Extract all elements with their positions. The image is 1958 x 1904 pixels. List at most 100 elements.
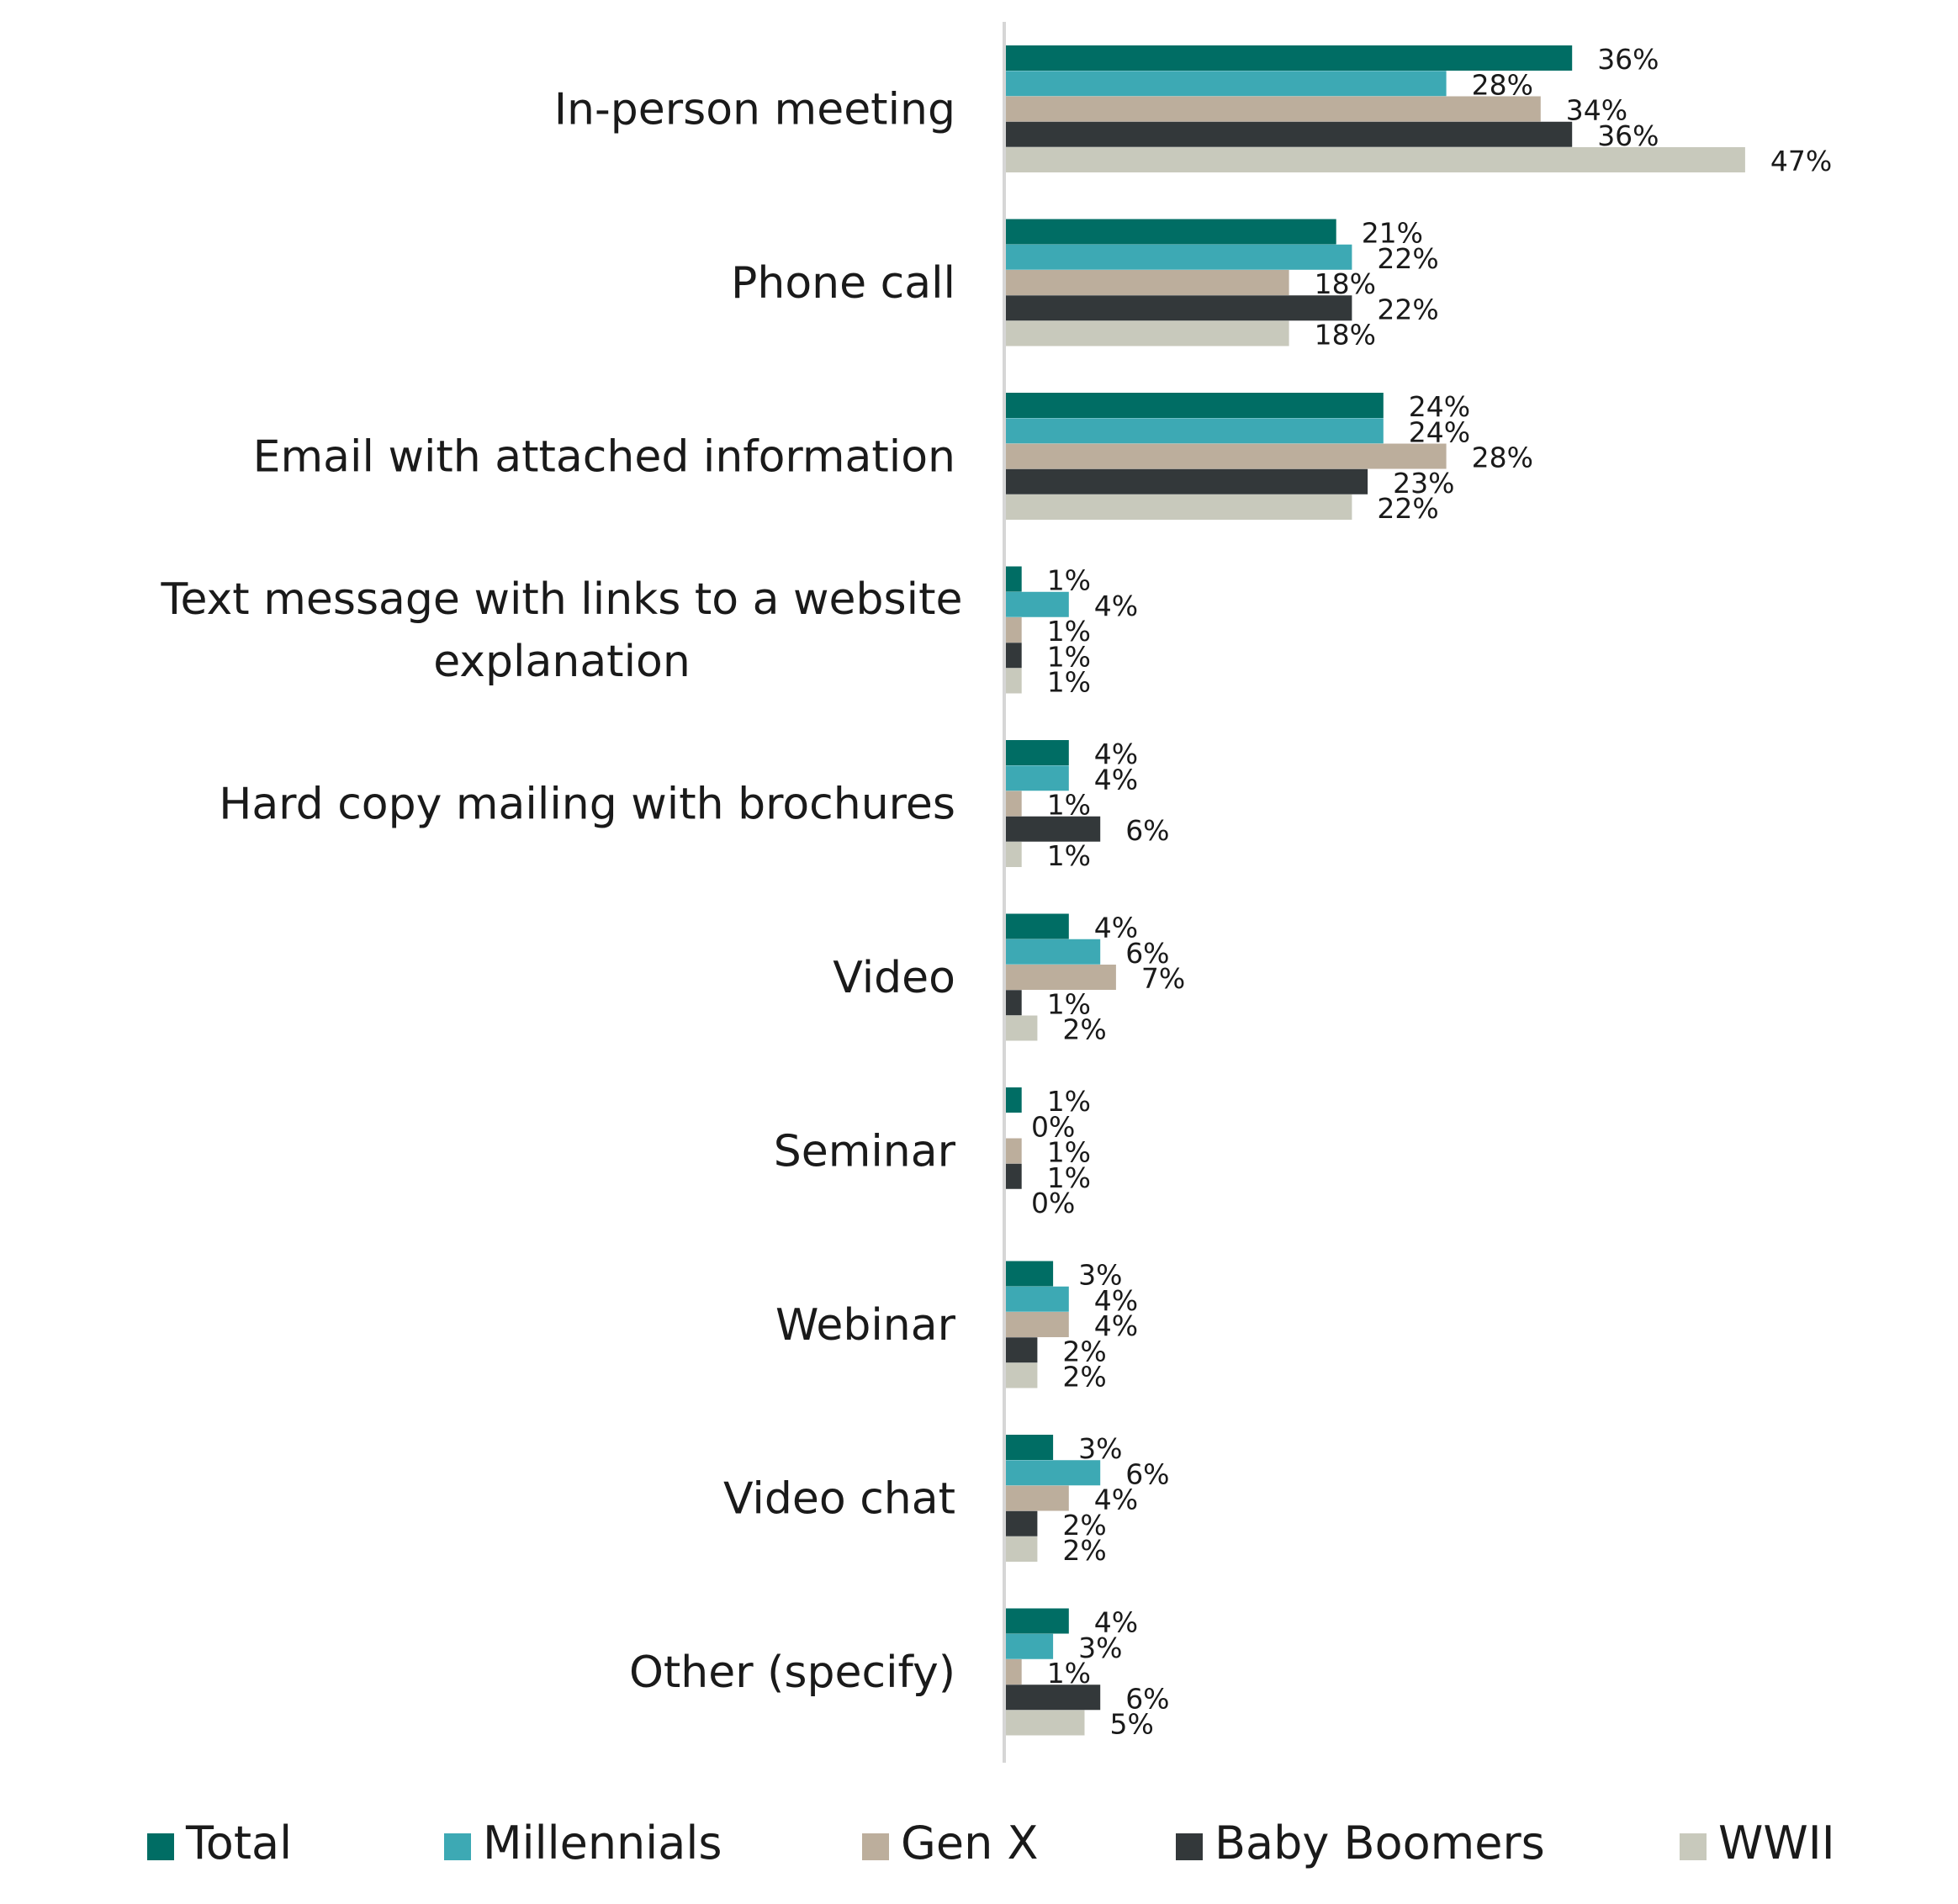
value-label: 23% <box>1393 467 1454 500</box>
legend-label: Millennials <box>483 1817 722 1870</box>
bar-gen-x <box>1006 1138 1022 1164</box>
bar-baby-boomers <box>1006 816 1101 842</box>
value-label: 4% <box>1094 1284 1138 1317</box>
value-label: 4% <box>1094 763 1138 796</box>
value-label: 34% <box>1566 94 1627 127</box>
bar-millennials <box>1006 939 1101 965</box>
value-label: 1% <box>1047 666 1091 699</box>
value-label: 6% <box>1125 1682 1169 1715</box>
value-label: 1% <box>1047 789 1091 822</box>
value-label: 1% <box>1047 1085 1091 1118</box>
value-label: 4% <box>1094 1606 1138 1639</box>
value-label: 1% <box>1047 640 1091 673</box>
value-label: 0% <box>1031 1187 1075 1219</box>
value-label: 18% <box>1315 267 1376 300</box>
category-label: Video <box>833 953 955 1003</box>
legend-item-baby-boomers: Baby Boomers <box>1176 1817 1545 1870</box>
bar-total <box>1006 566 1022 592</box>
bar-total <box>1006 1608 1069 1634</box>
value-label: 1% <box>1047 839 1091 872</box>
category-label: Seminar <box>774 1127 956 1177</box>
value-label: 22% <box>1377 492 1438 525</box>
bar-baby-boomers <box>1006 1163 1022 1189</box>
bar-gen-x <box>1006 96 1541 122</box>
value-label: 21% <box>1362 217 1423 250</box>
bar-wwii <box>1006 1710 1085 1736</box>
value-label: 2% <box>1062 1013 1106 1046</box>
legend-label: Baby Boomers <box>1214 1817 1545 1870</box>
value-label: 28% <box>1472 442 1533 474</box>
value-label: 4% <box>1094 1309 1138 1342</box>
value-label: 6% <box>1125 937 1169 970</box>
value-label: 3% <box>1078 1432 1122 1465</box>
bar-gen-x <box>1006 965 1116 990</box>
bar-baby-boomers <box>1006 295 1352 321</box>
value-label: 36% <box>1597 43 1659 76</box>
bars <box>1006 45 1745 1736</box>
value-label: 3% <box>1078 1259 1122 1292</box>
bar-baby-boomers <box>1006 643 1022 669</box>
bar-gen-x <box>1006 270 1289 295</box>
value-label: 1% <box>1047 564 1091 597</box>
value-label: 6% <box>1125 1457 1169 1490</box>
bar-gen-x <box>1006 617 1022 643</box>
legend-swatch <box>1680 1833 1707 1860</box>
value-label: 36% <box>1597 119 1659 152</box>
legend-swatch <box>444 1833 471 1860</box>
bar-baby-boomers <box>1006 990 1022 1016</box>
bar-wwii <box>1006 147 1745 172</box>
bar-wwii <box>1006 668 1022 694</box>
bar-gen-x <box>1006 1659 1022 1685</box>
legend-swatch <box>862 1833 889 1860</box>
bar-baby-boomers <box>1006 1685 1101 1711</box>
bar-baby-boomers <box>1006 1510 1038 1536</box>
category-label: Other (specify) <box>629 1647 955 1698</box>
value-label: 4% <box>1094 738 1138 770</box>
value-label: 7% <box>1141 962 1185 995</box>
category-label: Text message with links to a website expl… <box>161 574 963 687</box>
category-labels: In-person meeting Phone call Email with at… <box>161 85 963 1699</box>
value-label: 5% <box>1110 1708 1154 1741</box>
legend: Total Millennials Gen X Baby Boomers WWII <box>147 1817 1835 1870</box>
value-labels: 36%28%34%36%47%21%22%18%22%18%24%24%28%2… <box>1031 43 1832 1741</box>
bar-gen-x <box>1006 1312 1069 1337</box>
value-label: 0% <box>1031 1110 1075 1143</box>
bar-millennials <box>1006 71 1447 97</box>
value-label: 24% <box>1409 415 1470 448</box>
bar-millennials <box>1006 765 1069 791</box>
value-label: 22% <box>1377 242 1438 275</box>
legend-item-wwii: WWII <box>1680 1817 1835 1870</box>
bar-total <box>1006 740 1069 765</box>
bar-millennials <box>1006 1460 1101 1486</box>
bar-millennials <box>1006 1286 1069 1312</box>
value-label: 1% <box>1047 987 1091 1020</box>
bar-gen-x <box>1006 791 1022 817</box>
bar-wwii <box>1006 1362 1038 1388</box>
bar-wwii <box>1006 495 1352 520</box>
bar-total <box>1006 913 1069 939</box>
legend-label: Total <box>185 1817 292 1870</box>
value-label: 28% <box>1472 68 1533 101</box>
bar-total <box>1006 1261 1054 1287</box>
bar-total <box>1006 219 1336 245</box>
category-label: Email with attached information <box>253 432 955 483</box>
bar-total <box>1006 1087 1022 1113</box>
bar-gen-x <box>1006 1485 1069 1511</box>
bar-gen-x <box>1006 443 1447 469</box>
value-label: 1% <box>1047 1136 1091 1169</box>
legend-item-total: Total <box>147 1817 292 1870</box>
category-label: Phone call <box>731 258 955 309</box>
bar-wwii <box>1006 320 1289 346</box>
value-label: 1% <box>1047 615 1091 648</box>
bar-wwii <box>1006 842 1022 867</box>
value-label: 22% <box>1377 293 1438 325</box>
value-label: 4% <box>1094 1484 1138 1516</box>
value-label: 24% <box>1409 390 1470 423</box>
value-label: 4% <box>1094 912 1138 944</box>
legend-label: Gen X <box>901 1817 1038 1870</box>
value-label: 6% <box>1125 814 1169 847</box>
category-label: In-person meeting <box>554 85 955 135</box>
value-label: 18% <box>1315 319 1376 352</box>
legend-swatch <box>147 1833 174 1860</box>
